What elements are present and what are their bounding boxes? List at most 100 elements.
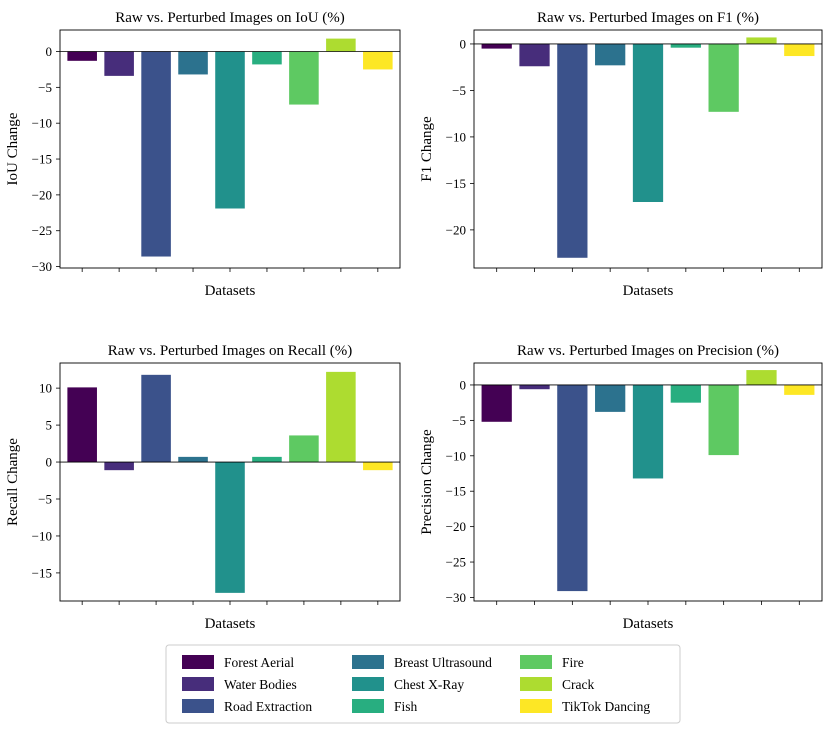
ytick-label-precision-0: 0 xyxy=(460,377,467,392)
bar-precision-6 xyxy=(708,384,739,456)
bar-f1-8 xyxy=(784,43,815,57)
legend-label-2: Road Extraction xyxy=(224,699,312,714)
legend: Forest Aerial Water Bodies Road Extraction… xyxy=(165,644,681,724)
bar-precision-7 xyxy=(746,370,777,385)
bar-f1-5 xyxy=(670,43,701,48)
ytick-label-f1-1: −5 xyxy=(452,83,466,98)
ylabel-precision: Precision Change xyxy=(419,429,435,535)
ytick-label-recall-0: 10 xyxy=(39,381,52,396)
legend-label-4: Chest X-Ray xyxy=(394,677,464,692)
bar-recall-0 xyxy=(67,387,97,463)
legend-swatch-1 xyxy=(182,677,214,691)
xlabel-recall: Datasets xyxy=(205,616,256,632)
subplot-iou: 0 −5 −10 −15 −20 −25 −30 Raw vs. Perturbed Imag… xyxy=(5,10,401,299)
ytick-label-iou-2: −10 xyxy=(32,116,52,131)
ytick-label-recall-5: −15 xyxy=(32,565,52,580)
ytick-label-iou-4: −20 xyxy=(32,187,52,202)
ytick-label-precision-5: −25 xyxy=(446,555,466,570)
subplot-recall: 10 5 0 −5 −10 −15 Raw vs. Perturbed Images on … xyxy=(5,343,401,632)
title-iou: Raw vs. Perturbed Images on IoU (%) xyxy=(115,10,345,26)
bar-recall-6 xyxy=(289,435,319,463)
ytick-label-recall-4: −10 xyxy=(32,528,52,543)
axes-frame-precision xyxy=(473,362,823,602)
ytick-label-recall-2: 0 xyxy=(46,455,53,470)
bar-f1-6 xyxy=(708,43,739,112)
legend-label-8: TikTok Dancing xyxy=(562,699,650,714)
ytick-label-precision-6: −30 xyxy=(446,590,466,605)
legend-label-0: Forest Aerial xyxy=(224,655,294,670)
subplot-precision: 0 −5 −10 −15 −20 −25 −30 Raw vs. Perturbed Imag… xyxy=(419,343,823,632)
legend-label-5: Fish xyxy=(394,699,418,714)
ytick-label-precision-1: −5 xyxy=(452,413,466,428)
xlabel-precision: Datasets xyxy=(623,616,674,632)
bar-recall-7 xyxy=(326,371,356,463)
xlabel-f1: Datasets xyxy=(623,283,674,299)
bar-precision-8 xyxy=(784,384,815,395)
legend-swatch-2 xyxy=(182,699,214,713)
ytick-label-recall-3: −5 xyxy=(38,492,52,507)
legend-label-1: Water Bodies xyxy=(224,677,297,692)
bar-f1-2 xyxy=(557,43,588,258)
legend-swatch-8 xyxy=(520,699,552,713)
ytick-label-f1-0: 0 xyxy=(460,36,467,51)
bar-iou-8 xyxy=(363,51,393,70)
ytick-label-f1-4: −20 xyxy=(446,222,466,237)
bar-iou-3 xyxy=(178,51,208,75)
bar-recall-5 xyxy=(252,456,282,463)
legend-swatch-3 xyxy=(352,655,384,669)
bar-iou-1 xyxy=(104,51,134,76)
bar-precision-1 xyxy=(519,384,550,390)
bar-iou-6 xyxy=(289,51,319,105)
bar-iou-7 xyxy=(326,38,356,52)
bar-recall-1 xyxy=(104,462,134,471)
ytick-label-f1-3: −15 xyxy=(446,176,466,191)
ytick-label-precision-4: −20 xyxy=(446,519,466,534)
title-f1: Raw vs. Perturbed Images on F1 (%) xyxy=(537,10,759,26)
bar-recall-3 xyxy=(178,456,208,463)
bar-recall-8 xyxy=(363,462,393,471)
legend-label-7: Crack xyxy=(562,677,594,692)
bar-iou-4 xyxy=(215,51,245,209)
bar-iou-2 xyxy=(141,51,171,257)
bar-recall-4 xyxy=(215,462,245,593)
axes-frame-recall xyxy=(59,362,401,602)
legend-swatch-6 xyxy=(520,655,552,669)
ytick-label-precision-2: −10 xyxy=(446,448,466,463)
bar-f1-7 xyxy=(746,37,777,44)
bar-precision-2 xyxy=(557,384,588,592)
bar-precision-0 xyxy=(481,384,512,422)
ytick-label-f1-2: −10 xyxy=(446,129,466,144)
legend-swatch-4 xyxy=(352,677,384,691)
bar-f1-3 xyxy=(595,43,626,66)
xlabel-iou: Datasets xyxy=(205,283,256,299)
bar-f1-4 xyxy=(632,43,664,203)
subplot-f1: 0 −5 −10 −15 −20 Raw vs. Perturbed Images on … xyxy=(419,10,823,299)
legend-swatch-0 xyxy=(182,655,214,669)
ytick-label-iou-5: −25 xyxy=(32,223,52,238)
bar-recall-2 xyxy=(141,374,171,463)
axes-frame-f1 xyxy=(473,29,823,269)
title-precision: Raw vs. Perturbed Images on Precision (%… xyxy=(517,343,779,359)
legend-label-6: Fire xyxy=(562,655,584,670)
ytick-label-iou-0: 0 xyxy=(46,44,53,59)
ylabel-iou: IoU Change xyxy=(5,112,21,185)
ytick-label-iou-6: −30 xyxy=(32,259,52,274)
ylabel-recall: Recall Change xyxy=(5,438,21,526)
ytick-label-precision-3: −15 xyxy=(446,484,466,499)
ytick-label-iou-1: −5 xyxy=(38,80,52,95)
bar-precision-5 xyxy=(670,384,701,403)
title-recall: Raw vs. Perturbed Images on Recall (%) xyxy=(108,343,353,359)
bar-iou-0 xyxy=(67,51,97,61)
legend-swatch-5 xyxy=(352,699,384,713)
bar-precision-3 xyxy=(595,384,626,412)
ytick-label-recall-1: 5 xyxy=(46,418,53,433)
bar-precision-4 xyxy=(632,384,664,479)
ytick-label-iou-3: −15 xyxy=(32,152,52,167)
axes-frame-iou xyxy=(59,29,401,269)
bar-iou-5 xyxy=(252,51,282,65)
legend-swatch-7 xyxy=(520,677,552,691)
bar-f1-0 xyxy=(481,43,512,49)
bar-f1-1 xyxy=(519,43,550,67)
